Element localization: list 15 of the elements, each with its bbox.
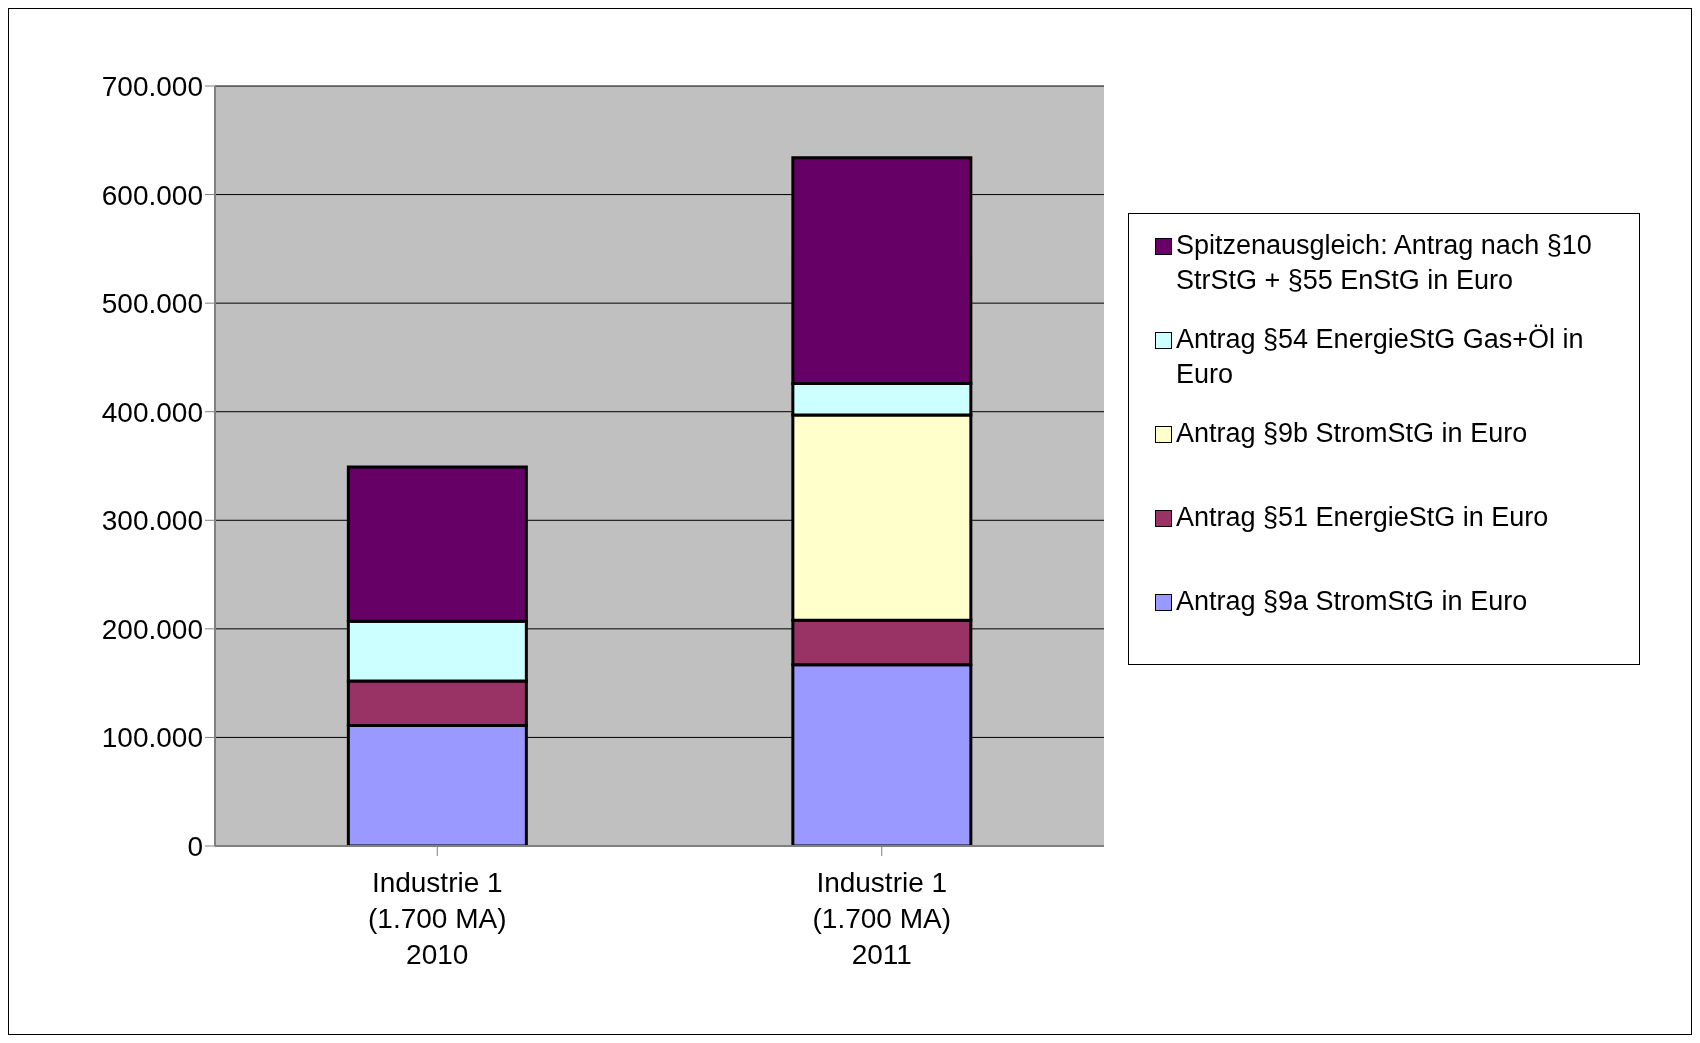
legend-label: Antrag §9b StromStG in Euro (1176, 417, 1528, 450)
y-tick-label: 600.000 (101, 179, 203, 211)
y-tick-label: 400.000 (101, 396, 203, 428)
legend-label: Antrag §54 EnergieStG Gas+Öl in Euro (1176, 323, 1585, 391)
legend-label: Antrag §9a StromStG in Euro (1176, 585, 1528, 618)
y-tick-label: 200.000 (101, 613, 203, 645)
y-tick-label: 100.000 (101, 722, 203, 754)
y-tick-label: 0 (187, 830, 203, 862)
y-tick-label: 300.000 (101, 505, 203, 537)
y-tick-label: 700.000 (101, 70, 203, 102)
x-tick-label: Industrie 1 (1.700 MA) 2010 (368, 867, 507, 970)
legend-label: Spitzenausgleich: Antrag nach §10 StrStG + §55 EnStG in Euro (1176, 229, 1593, 297)
y-tick-label: 500.000 (101, 288, 203, 320)
legend-label: Antrag §51 EnergieStG in Euro (1176, 501, 1549, 534)
x-tick-label: Industrie 1 (1.700 MA) 2011 (812, 867, 951, 970)
